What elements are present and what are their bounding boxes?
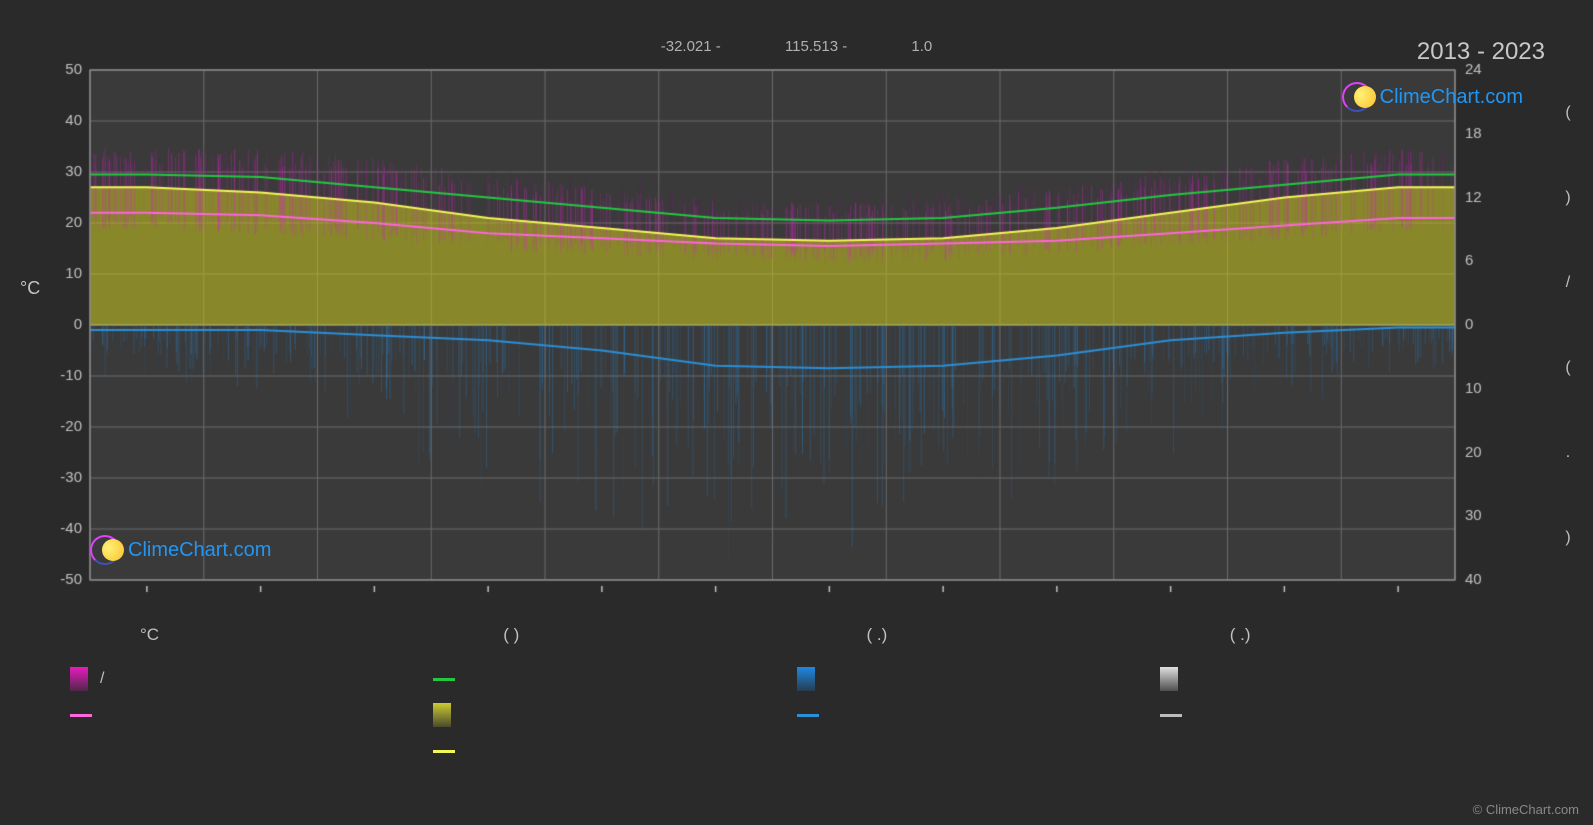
legend-cell-2-0 [70, 739, 433, 763]
legend-swatch [433, 678, 455, 681]
elev-value: 1.0 [911, 38, 932, 55]
legend-cell-2-3 [1160, 739, 1523, 763]
legend-swatch [1160, 714, 1182, 717]
legend-swatch [797, 714, 819, 717]
legend-cell-1-2 [797, 703, 1160, 727]
year-range: 2013 - 2023 [1417, 38, 1545, 66]
legend-cell-0-2 [797, 667, 1160, 691]
header-coords: -32.021 - 115.513 - 1.0 [0, 38, 1593, 55]
legend-cell-2-2 [797, 739, 1160, 763]
climechart-icon [1342, 82, 1372, 112]
legend-cell-2-1 [433, 739, 796, 763]
left-axis-label: °C [20, 278, 40, 299]
legend-swatch [433, 703, 451, 727]
copyright: © ClimeChart.com [1473, 802, 1579, 817]
legend-cell-1-0 [70, 703, 433, 727]
legend-swatch [70, 714, 92, 717]
brand-text: ClimeChart.com [128, 539, 271, 562]
legend-swatch [797, 667, 815, 691]
lat-value: -32.021 - [661, 38, 721, 55]
legend-swatch [1160, 667, 1178, 691]
climechart-icon [90, 535, 120, 565]
legend-cell-0-0: / [70, 667, 433, 691]
legend-cell-0-1 [433, 667, 796, 691]
legend-header-3: ( .) [1160, 625, 1523, 645]
brand-logo-bottom: ClimeChart.com [90, 535, 271, 565]
right-axis-extra-glyphs: ( ) / ( . ) [1558, 70, 1578, 580]
legend-header-1: ( ) [433, 625, 796, 645]
brand-logo-top: ClimeChart.com [1342, 82, 1523, 112]
legend-label: / [100, 670, 104, 688]
brand-text: ClimeChart.com [1380, 86, 1523, 109]
legend-header-0: °C [70, 625, 433, 645]
lon-value: 115.513 - [785, 38, 847, 55]
legend: °C( )( .)( .)/ [70, 625, 1523, 763]
legend-cell-1-3 [1160, 703, 1523, 727]
legend-header-2: ( .) [797, 625, 1160, 645]
legend-cell-0-3 [1160, 667, 1523, 691]
legend-cell-1-1 [433, 703, 796, 727]
legend-swatch [433, 750, 455, 753]
legend-swatch [70, 667, 88, 691]
